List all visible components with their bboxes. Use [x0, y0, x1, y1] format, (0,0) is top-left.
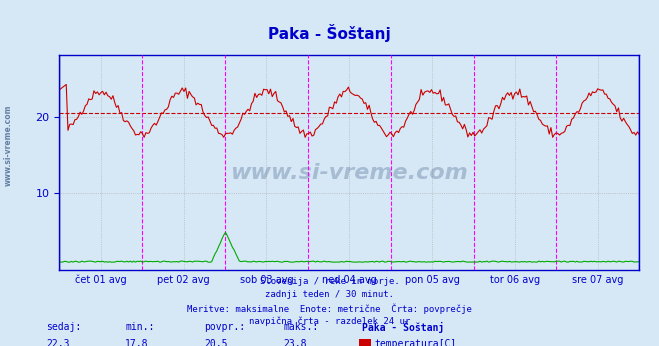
Text: min.:: min.:	[125, 322, 155, 332]
Text: temperatura[C]: temperatura[C]	[374, 339, 457, 346]
Text: povpr.:: povpr.:	[204, 322, 245, 332]
Text: www.si-vreme.com: www.si-vreme.com	[231, 163, 468, 183]
Text: navpična črta - razdelek 24 ur: navpična črta - razdelek 24 ur	[249, 316, 410, 326]
Text: zadnji teden / 30 minut.: zadnji teden / 30 minut.	[265, 290, 394, 299]
Text: 23,8: 23,8	[283, 339, 307, 346]
Text: Paka - Šoštanj: Paka - Šoštanj	[268, 24, 391, 42]
Text: 22,3: 22,3	[46, 339, 70, 346]
Text: Paka - Šoštanj: Paka - Šoštanj	[362, 321, 445, 333]
Text: www.si-vreme.com: www.si-vreme.com	[3, 104, 13, 186]
Text: Slovenija / reke in morje.: Slovenija / reke in morje.	[260, 277, 399, 286]
Text: Meritve: maksimalne  Enote: metrične  Črta: povprečje: Meritve: maksimalne Enote: metrične Črta…	[187, 303, 472, 313]
Text: 20,5: 20,5	[204, 339, 228, 346]
Text: sedaj:: sedaj:	[46, 322, 81, 332]
Text: 17,8: 17,8	[125, 339, 149, 346]
Text: maks.:: maks.:	[283, 322, 318, 332]
